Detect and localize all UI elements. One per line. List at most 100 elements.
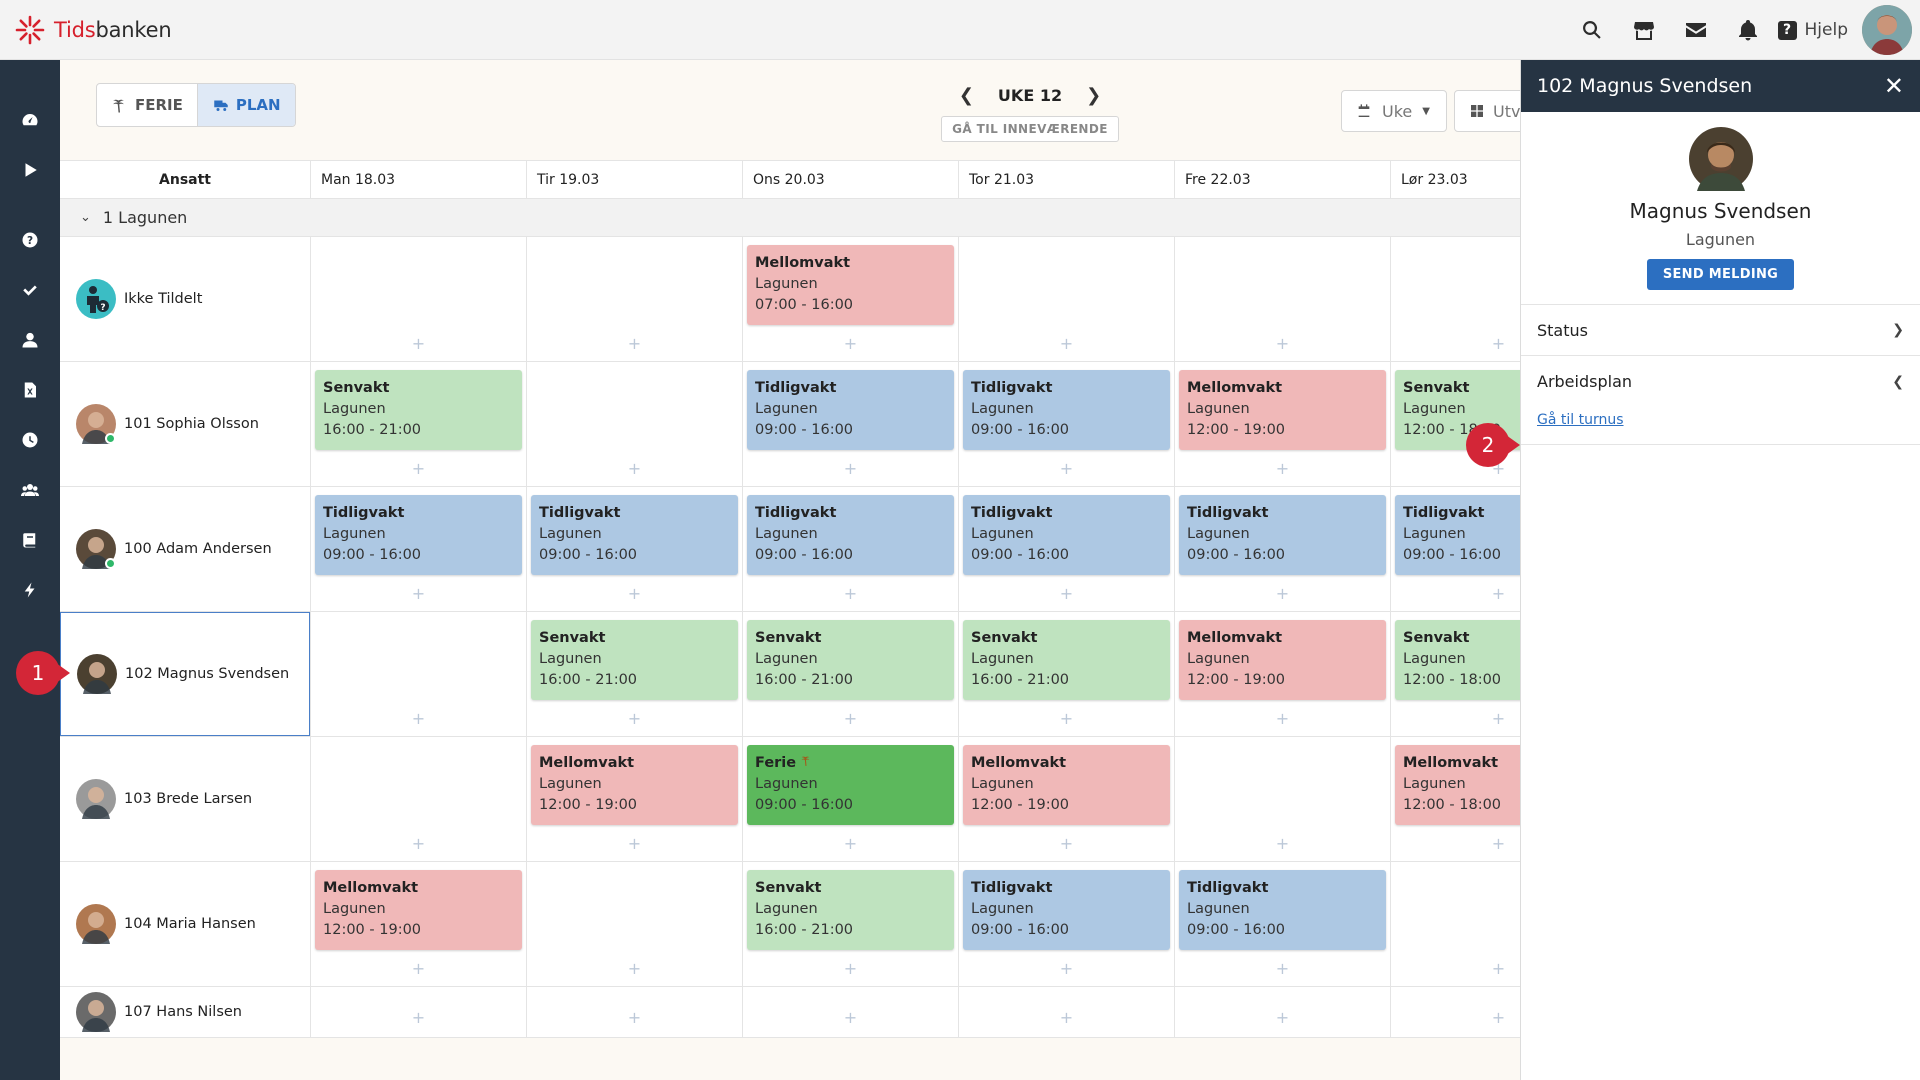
- question-icon[interactable]: ?: [18, 228, 42, 252]
- add-shift-button[interactable]: +: [411, 709, 426, 728]
- store-icon[interactable]: [1618, 0, 1670, 60]
- day-cell[interactable]: Mellomvakt Lagunen 07:00 - 16:00 +: [742, 237, 958, 361]
- user-avatar[interactable]: [1862, 5, 1912, 55]
- goto-current-week-button[interactable]: GÅ TIL INNEVÆRENDE: [941, 116, 1119, 142]
- dashboard-icon[interactable]: [18, 108, 42, 132]
- add-shift-button[interactable]: +: [1275, 959, 1290, 978]
- shift-card[interactable]: Tidligvakt Lagunen 09:00 - 16:00: [1179, 870, 1386, 950]
- day-cell[interactable]: +: [1390, 237, 1520, 361]
- day-cell[interactable]: Mellomvakt Lagunen 12:00 - 19:00 +: [1174, 362, 1390, 486]
- add-shift-button[interactable]: +: [1275, 1008, 1290, 1027]
- chevron-down-icon[interactable]: ⌄: [80, 210, 91, 225]
- day-cell[interactable]: Tidligvakt Lagunen 09:00 - 16:00 +: [958, 362, 1174, 486]
- day-cell[interactable]: Mellomvakt Lagunen 12:00 - 18:00 +: [1390, 737, 1520, 861]
- day-cell[interactable]: Senvakt Lagunen 16:00 - 21:00 +: [526, 612, 742, 736]
- tidsbanken-logo[interactable]: Tidsbanken: [14, 14, 172, 46]
- add-shift-button[interactable]: +: [411, 584, 426, 603]
- day-cell[interactable]: +: [1174, 987, 1390, 1037]
- employee-cell[interactable]: 100 Adam Andersen: [60, 487, 310, 611]
- day-cell[interactable]: +: [310, 612, 526, 736]
- day-cell[interactable]: +: [1174, 737, 1390, 861]
- shift-card[interactable]: Mellomvakt Lagunen 12:00 - 19:00: [531, 745, 738, 825]
- day-cell[interactable]: +: [958, 237, 1174, 361]
- add-shift-button[interactable]: +: [843, 1008, 858, 1027]
- shift-card[interactable]: Senvakt Lagunen 16:00 - 21:00: [531, 620, 738, 700]
- day-cell[interactable]: Tidligvakt Lagunen 09:00 - 16:00 +: [742, 362, 958, 486]
- add-shift-button[interactable]: +: [627, 1008, 642, 1027]
- add-shift-button[interactable]: +: [1491, 709, 1506, 728]
- excel-file-icon[interactable]: [18, 378, 42, 402]
- employee-cell[interactable]: 101 Sophia Olsson: [60, 362, 310, 486]
- shift-card[interactable]: Tidligvakt Lagunen 09:00 - 16:00: [747, 495, 954, 575]
- add-shift-button[interactable]: +: [411, 1008, 426, 1027]
- shift-card[interactable]: Senvakt Lagunen 16:00 - 21:00: [963, 620, 1170, 700]
- expand-button[interactable]: Utvi: [1454, 90, 1520, 132]
- day-cell[interactable]: +: [526, 987, 742, 1037]
- send-message-button[interactable]: SEND MELDING: [1646, 259, 1795, 290]
- shift-card[interactable]: Mellomvakt Lagunen 12:00 - 19:00: [963, 745, 1170, 825]
- day-cell[interactable]: +: [526, 237, 742, 361]
- employee-cell[interactable]: 104 Maria Hansen: [60, 862, 310, 986]
- add-shift-button[interactable]: +: [411, 834, 426, 853]
- day-cell[interactable]: Tidligvakt Lagunen 09:00 - 16:00 +: [958, 862, 1174, 986]
- employee-cell[interactable]: 103 Brede Larsen: [60, 737, 310, 861]
- add-shift-button[interactable]: +: [1059, 584, 1074, 603]
- add-shift-button[interactable]: +: [843, 334, 858, 353]
- shift-card[interactable]: Tidligvakt Lagunen 09:00 - 16:00: [963, 870, 1170, 950]
- shift-card[interactable]: Mellomvakt Lagunen 12:00 - 19:00: [1179, 370, 1386, 450]
- add-shift-button[interactable]: +: [1491, 834, 1506, 853]
- plan-button[interactable]: PLAN: [196, 84, 295, 126]
- day-cell[interactable]: +: [1390, 987, 1520, 1037]
- add-shift-button[interactable]: +: [1275, 334, 1290, 353]
- day-cell[interactable]: +: [310, 987, 526, 1037]
- shift-card[interactable]: Mellomvakt Lagunen 12:00 - 19:00: [315, 870, 522, 950]
- day-cell[interactable]: +: [958, 987, 1174, 1037]
- day-cell[interactable]: +: [310, 737, 526, 861]
- day-cell[interactable]: Tidligvakt Lagunen 09:00 - 16:00 +: [1174, 487, 1390, 611]
- status-accordion[interactable]: Status ❯: [1521, 305, 1920, 356]
- add-shift-button[interactable]: +: [1275, 584, 1290, 603]
- add-shift-button[interactable]: +: [1275, 834, 1290, 853]
- clock-icon[interactable]: [18, 428, 42, 452]
- add-shift-button[interactable]: +: [1491, 959, 1506, 978]
- add-shift-button[interactable]: +: [411, 459, 426, 478]
- day-cell[interactable]: Senvakt Lagunen 16:00 - 21:00 +: [958, 612, 1174, 736]
- day-cell[interactable]: +: [1174, 237, 1390, 361]
- day-cell[interactable]: Mellomvakt Lagunen 12:00 - 19:00 +: [958, 737, 1174, 861]
- day-cell[interactable]: Senvakt Lagunen 16:00 - 21:00 +: [310, 362, 526, 486]
- shift-card[interactable]: Tidligvakt Lagunen 09:00 - 16:00: [531, 495, 738, 575]
- day-cell[interactable]: Senvakt Lagunen 16:00 - 21:00 +: [742, 862, 958, 986]
- add-shift-button[interactable]: +: [1059, 834, 1074, 853]
- day-cell[interactable]: Tidligvakt Lagunen 09:00 - 16:00 +: [310, 487, 526, 611]
- day-cell[interactable]: Tidligvakt Lagunen 09:00 - 16:00 +: [526, 487, 742, 611]
- add-shift-button[interactable]: +: [1059, 1008, 1074, 1027]
- close-icon[interactable]: ✕: [1883, 72, 1904, 100]
- shift-card[interactable]: Tidligvakt Lagunen 09:00 - 16:00: [1179, 495, 1386, 575]
- help-button[interactable]: ? Hjelp: [1774, 0, 1862, 60]
- add-shift-button[interactable]: +: [1059, 459, 1074, 478]
- add-shift-button[interactable]: +: [1491, 584, 1506, 603]
- shift-card[interactable]: Ferie Lagunen 09:00 - 16:00: [747, 745, 954, 825]
- day-cell[interactable]: Mellomvakt Lagunen 12:00 - 19:00 +: [1174, 612, 1390, 736]
- add-shift-button[interactable]: +: [843, 584, 858, 603]
- employee-cell[interactable]: 107 Hans Nilsen: [60, 987, 310, 1037]
- add-shift-button[interactable]: +: [1275, 459, 1290, 478]
- shift-card[interactable]: Tidligvakt Lagunen 09:00 - 16:00: [1395, 495, 1520, 575]
- day-cell[interactable]: +: [310, 237, 526, 361]
- day-cell[interactable]: Tidligvakt Lagunen 09:00 - 16:00 +: [1174, 862, 1390, 986]
- shift-card[interactable]: Tidligvakt Lagunen 09:00 - 16:00: [963, 495, 1170, 575]
- shift-card[interactable]: Tidligvakt Lagunen 09:00 - 16:00: [747, 370, 954, 450]
- day-cell[interactable]: +: [742, 987, 958, 1037]
- add-shift-button[interactable]: +: [843, 709, 858, 728]
- day-cell[interactable]: Tidligvakt Lagunen 09:00 - 16:00 +: [958, 487, 1174, 611]
- users-icon[interactable]: [18, 478, 42, 502]
- add-shift-button[interactable]: +: [627, 834, 642, 853]
- add-shift-button[interactable]: +: [627, 459, 642, 478]
- previous-week-chevron-icon[interactable]: ❮: [958, 84, 974, 106]
- play-icon[interactable]: [18, 158, 42, 182]
- user-icon[interactable]: [18, 328, 42, 352]
- day-cell[interactable]: Tidligvakt Lagunen 09:00 - 16:00 +: [742, 487, 958, 611]
- day-cell[interactable]: +: [526, 862, 742, 986]
- day-cell[interactable]: Mellomvakt Lagunen 12:00 - 19:00 +: [526, 737, 742, 861]
- day-cell[interactable]: Tidligvakt Lagunen 09:00 - 16:00 +: [1390, 487, 1520, 611]
